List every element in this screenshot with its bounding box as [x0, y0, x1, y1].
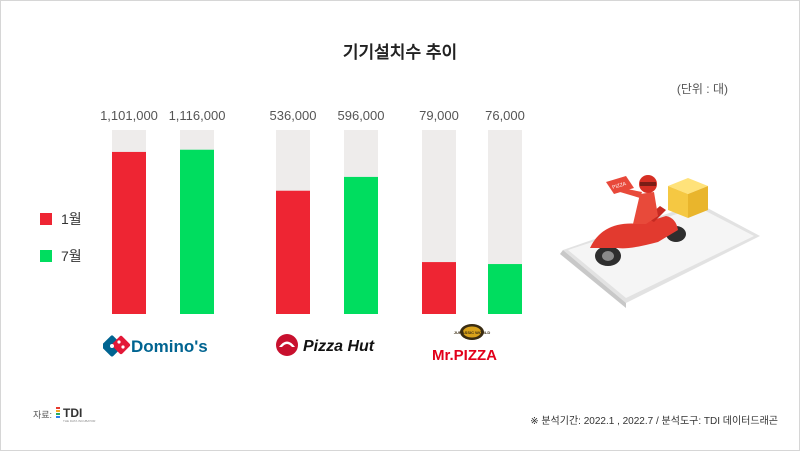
bar-mrpizza-jan [422, 262, 456, 314]
dominos-domino-icon [101, 335, 131, 357]
legend-label-jul: 7월 [61, 248, 82, 264]
data-label-pizzahut-jul: 596,000 [338, 108, 385, 123]
smartphone-icon [560, 203, 760, 308]
legend-swatch-jan [40, 213, 52, 225]
jurassic-world-badge-icon: JURASSIC WORLD [454, 324, 491, 340]
legend-item-jul: 7월 [40, 246, 82, 266]
source-label: 자료: [33, 409, 53, 420]
bar-pizzahut-jul [344, 176, 378, 314]
legend-label-jan: 1월 [61, 211, 82, 227]
rider-icon [620, 175, 658, 224]
bar-dominos-jul [180, 149, 214, 314]
data-label-dominos-jan: 1,101,000 [100, 108, 158, 123]
dominos-wordmark: Domino's [131, 337, 208, 356]
bar-dominos-jan [112, 151, 146, 314]
source-credit: 자료: TDI THE DATA INCUBATOR [33, 405, 117, 423]
pizza-box-label: PIZZA [612, 181, 628, 191]
mrpizza-logo: JURASSIC WORLD Mr.PIZZA [432, 322, 517, 371]
dominos-logo: Domino's [101, 333, 228, 364]
bar-pizzahut-jan [276, 190, 310, 314]
data-label-mrpizza-jan: 79,000 [419, 108, 459, 123]
tdi-logo-subtitle: THE DATA INCUBATOR [63, 419, 96, 423]
scooter-icon [590, 206, 686, 266]
legend-item-jan: 1월 [40, 209, 82, 229]
data-label-pizzahut-jan: 536,000 [270, 108, 317, 123]
unit-note: (단위 : 대) [676, 82, 728, 96]
data-label-mrpizza-jul: 76,000 [485, 108, 525, 123]
mrpizza-wordmark: Mr.PIZZA [432, 347, 497, 364]
tdi-logo: TDI THE DATA INCUBATOR [56, 406, 96, 423]
pizzahut-logo: Pizza Hut [275, 331, 395, 364]
jurassic-world-badge-text: JURASSIC WORLD [454, 330, 491, 335]
pizzahut-roof-icon [276, 334, 298, 356]
analysis-footnote: ※ 분석기간: 2022.1 , 2022.7 / 분석도구: TDI 데이터드… [530, 416, 778, 427]
pizzahut-wordmark: Pizza Hut [303, 338, 375, 355]
chart-title: 기기설치수 추이 [342, 43, 458, 62]
legend-swatch-jul [40, 250, 52, 262]
delivery-scooter-illustration: PIZZA [548, 158, 763, 313]
pizza-box-icon: PIZZA [606, 176, 634, 194]
data-label-dominos-jul: 1,116,000 [169, 108, 226, 123]
bar-mrpizza-jul [488, 264, 522, 314]
tdi-logo-text: TDI [63, 406, 82, 420]
delivery-box-icon [668, 178, 708, 218]
